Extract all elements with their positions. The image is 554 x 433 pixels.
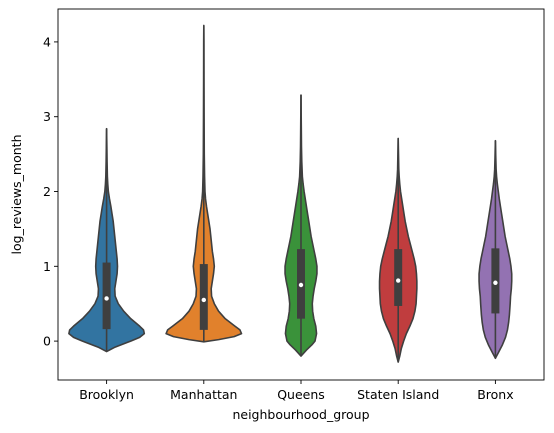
x-axis-label: neighbourhood_group: [232, 407, 369, 422]
x-tick-label: Staten Island: [357, 387, 439, 402]
x-tick-label: Queens: [277, 387, 325, 402]
plot-frame: [57, 8, 545, 381]
iqr-box-brooklyn: [102, 262, 111, 330]
y-axis-ticks: 0 1 2 3 4: [43, 34, 58, 349]
y-tick-label: 2: [43, 184, 51, 199]
y-tick-label: 1: [43, 259, 51, 274]
violins-group: [68, 24, 513, 363]
median-dot-manhattan: [201, 297, 206, 303]
y-tick-label: 0: [43, 334, 51, 349]
x-axis-ticks: Brooklyn Manhattan Queens Staten Island Bron…: [79, 380, 514, 402]
x-tick-label: Brooklyn: [79, 387, 134, 402]
x-tick-label: Manhattan: [170, 387, 237, 402]
median-dot-bronx: [493, 280, 498, 285]
median-dot-staten-island: [396, 278, 401, 283]
y-axis-label: log_reviews_month: [9, 135, 24, 255]
x-tick-label: Bronx: [477, 387, 513, 402]
y-tick-label: 3: [43, 109, 51, 124]
median-dot-queens: [298, 282, 304, 288]
y-tick-label: 4: [43, 34, 51, 49]
iqr-box-manhattan: [199, 264, 208, 330]
iqr-box-staten-island: [394, 249, 403, 306]
median-dot-brooklyn: [104, 296, 109, 301]
